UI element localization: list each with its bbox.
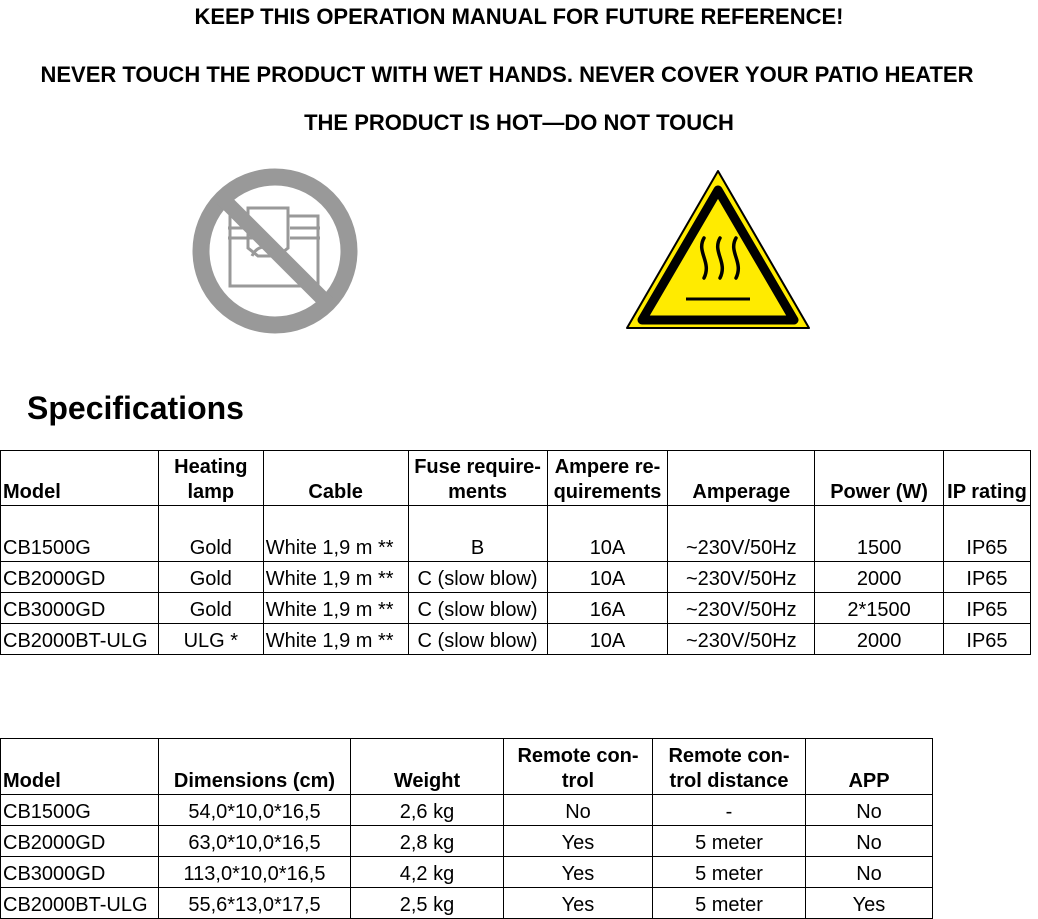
table-cell: B (407, 505, 548, 562)
column-header: Dimensions (cm) (158, 738, 351, 795)
table-cell: IP65 (942, 592, 1032, 624)
table-cell: 10A (546, 561, 669, 593)
table-cell: 5 meter (652, 825, 806, 857)
table-cell: 2,6 kg (350, 794, 504, 826)
table-cell: No (805, 794, 933, 826)
column-header: Remote con-trol distance (652, 738, 806, 795)
column-header: Cable (262, 450, 409, 506)
notice-hot: THE PRODUCT IS HOT—DO NOT TOUCH (304, 110, 734, 135)
table-cell: White 1,9 m ** (262, 623, 409, 655)
table-cell: CB1500G (0, 505, 159, 562)
physical-specs-table: Model Dimensions (cm) Weight Remote con-tro… (0, 738, 933, 919)
table-cell: No (805, 856, 933, 888)
table-cell: 10A (546, 623, 669, 655)
table-cell: 63,0*10,0*16,5 (158, 825, 351, 857)
table-row: CB3000GD 113,0*10,0*16,5 4,2 kg Yes 5 meter N… (0, 856, 933, 888)
hot-surface-warning-icon (626, 170, 810, 329)
table-cell: White 1,9 m ** (262, 505, 409, 562)
table-cell: 55,6*13,0*17,5 (158, 887, 351, 919)
table-cell: CB2000BT-ULG (0, 887, 159, 919)
column-header: APP (805, 738, 933, 795)
table-cell: Gold (157, 592, 264, 624)
electrical-specs-table: Model Heating lamp Cable Fuse require-ments A… (0, 450, 1032, 655)
notice-keep-manual: KEEP THIS OPERATION MANUAL FOR FUTURE RE… (194, 4, 844, 29)
table-cell: Gold (157, 561, 264, 593)
table-cell: 4,2 kg (350, 856, 504, 888)
table-cell: 113,0*10,0*16,5 (158, 856, 351, 888)
column-header: Model (0, 450, 159, 506)
table-cell: C (slow blow) (407, 561, 548, 593)
table-cell: ~230V/50Hz (667, 592, 816, 624)
table-cell: 10A (546, 505, 669, 562)
table-cell: 2,5 kg (350, 887, 504, 919)
table-cell: ~230V/50Hz (667, 623, 816, 655)
table-cell: ~230V/50Hz (667, 505, 816, 562)
column-header: Amperage (667, 450, 816, 506)
table-cell: 2000 (814, 623, 944, 655)
table-cell: No (805, 825, 933, 857)
table-cell: IP65 (942, 505, 1032, 562)
table-cell: 54,0*10,0*16,5 (158, 794, 351, 826)
table-row: CB2000BT-ULG ULG * White 1,9 m ** C (slow b… (0, 623, 1032, 655)
table-row: CB2000BT-ULG 55,6*13,0*17,5 2,5 kg Yes 5 met… (0, 887, 933, 919)
table-cell: Yes (503, 825, 653, 857)
column-header: Ampere re-quirements (546, 450, 669, 506)
table-cell: ULG * (157, 623, 264, 655)
table-row: CB2000GD 63,0*10,0*16,5 2,8 kg Yes 5 meter No (0, 825, 933, 857)
table-cell: CB2000GD (0, 561, 159, 593)
table-cell: 1500 (814, 505, 944, 562)
column-header: Weight (350, 738, 504, 795)
table-cell: C (slow blow) (407, 623, 548, 655)
table-cell: CB3000GD (0, 856, 159, 888)
table-cell: 5 meter (652, 887, 806, 919)
table-cell: ~230V/50Hz (667, 561, 816, 593)
table-cell: 2*1500 (814, 592, 944, 624)
table-row: CB3000GD Gold White 1,9 m ** C (slow blow) 1… (0, 592, 1032, 624)
table-cell: Gold (157, 505, 264, 562)
notice-wet-hands: NEVER TOUCH THE PRODUCT WITH WET HANDS. … (40, 62, 974, 87)
column-header: Remote con-trol (503, 738, 653, 795)
table-cell: Yes (805, 887, 933, 919)
table-cell: White 1,9 m ** (262, 561, 409, 593)
column-header: IP rating (942, 450, 1032, 506)
column-header: Model (0, 738, 159, 795)
table-row: CB1500G 54,0*10,0*16,5 2,6 kg No - No (0, 794, 933, 826)
table-cell: White 1,9 m ** (262, 592, 409, 624)
table-cell: CB2000BT-ULG (0, 623, 159, 655)
table-row: CB2000GD Gold White 1,9 m ** C (slow blow) 1… (0, 561, 1032, 593)
section-title: Specifications (27, 390, 244, 426)
do-not-cover-icon (192, 168, 358, 334)
table-cell: CB1500G (0, 794, 159, 826)
column-header: Fuse require-ments (407, 450, 548, 506)
table-cell: 2,8 kg (350, 825, 504, 857)
table-cell: IP65 (942, 561, 1032, 593)
table-cell: - (652, 794, 806, 826)
table-row: CB1500G Gold White 1,9 m ** B 10A ~230V/50Hz 1… (0, 505, 1032, 562)
table-cell: 2000 (814, 561, 944, 593)
table-cell: C (slow blow) (407, 592, 548, 624)
table-cell: 5 meter (652, 856, 806, 888)
table-cell: No (503, 794, 653, 826)
column-header: Heating lamp (157, 450, 264, 506)
table-cell: CB3000GD (0, 592, 159, 624)
table-cell: IP65 (942, 623, 1032, 655)
table-cell: CB2000GD (0, 825, 159, 857)
table-cell: Yes (503, 887, 653, 919)
column-header: Power (W) (814, 450, 944, 506)
table-cell: Yes (503, 856, 653, 888)
table-cell: 16A (546, 592, 669, 624)
